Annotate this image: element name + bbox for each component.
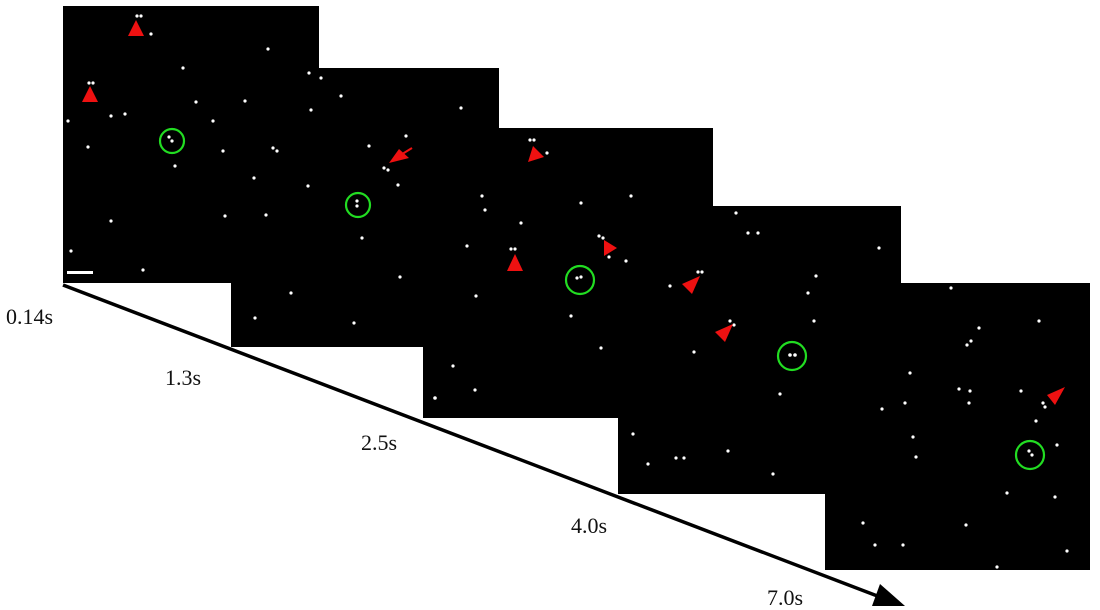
- tracked-particle-circle: [1014, 439, 1046, 471]
- time-label-4: 4.0s: [571, 513, 608, 538]
- time-label-2: 1.3s: [165, 365, 202, 390]
- tracked-particle-circle: [344, 191, 372, 219]
- time-label-1: 0.14s: [6, 304, 54, 329]
- frame-5: [825, 283, 1090, 570]
- time-label-3: 2.5s: [361, 430, 398, 455]
- scale-bar: [67, 271, 93, 274]
- particles: [861, 286, 1069, 569]
- tracked-particle-circle: [776, 340, 808, 372]
- arrowhead-icon: [872, 584, 905, 606]
- time-label-5: 7.0s: [767, 585, 804, 610]
- frame-5-content: [861, 286, 1069, 569]
- tracked-particle-circle: [564, 264, 596, 296]
- tracked-particle-circle: [158, 127, 186, 155]
- arrows: [682, 276, 733, 342]
- arrows: [507, 146, 617, 271]
- arrows: [389, 147, 413, 163]
- arrows: [1047, 387, 1065, 405]
